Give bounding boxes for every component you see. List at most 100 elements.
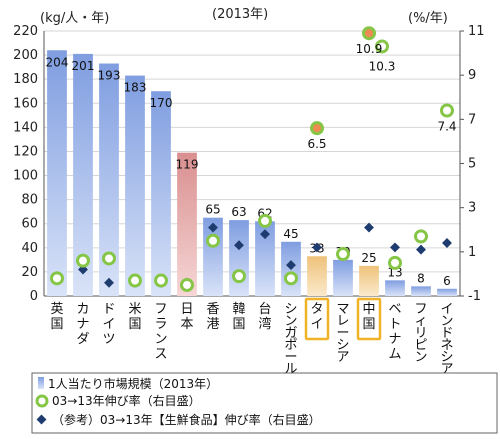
- bar: [255, 221, 275, 296]
- left-tick-label: 220: [13, 24, 38, 39]
- left-tick-label: 140: [13, 120, 38, 135]
- circle-point: [414, 229, 428, 244]
- category-label: 香港: [206, 302, 219, 332]
- category-label-group: 英国: [50, 302, 63, 332]
- category-label: ドイツ: [102, 302, 115, 347]
- left-tick-label: 80: [21, 193, 38, 208]
- circle-point: [206, 233, 220, 248]
- category-label-group: マレーシア: [336, 302, 349, 365]
- category-label: フランス: [154, 302, 167, 362]
- bar: [229, 220, 249, 296]
- category-label: 台湾: [258, 302, 271, 332]
- left-tick-label: 200: [13, 48, 38, 63]
- bar-value-label: 193: [98, 69, 121, 83]
- bar: [359, 265, 379, 296]
- legend-bar-swatch: [38, 377, 44, 389]
- diamond-point: [312, 242, 322, 253]
- right-tick-label: 1: [468, 245, 476, 260]
- left-tick-label: 160: [13, 96, 38, 111]
- right-tick-label: 7: [468, 112, 476, 127]
- circle-point: [362, 26, 376, 41]
- rate-annotation: 7.4: [437, 120, 456, 134]
- category-labels: 英国カナダドイツ米国フランス日本香港韓国台湾シンガポールタイマレーシア中国ベトナ…: [50, 297, 454, 377]
- bar: [73, 53, 93, 296]
- category-label-group: シンガポール: [284, 302, 297, 377]
- bar: [385, 280, 405, 296]
- circle-point: [258, 213, 272, 228]
- right-axis-unit: (%/年): [408, 11, 448, 26]
- category-label-group: インドネシア: [440, 302, 453, 377]
- circle-point: [180, 277, 194, 292]
- bar-value-label: 13: [387, 265, 402, 279]
- bar-value-label: 8: [417, 271, 425, 285]
- legend-circle-label: 03→13年伸び率（右目盛）: [52, 393, 201, 408]
- category-label: 米国: [128, 302, 141, 332]
- highlight-box: [356, 297, 382, 341]
- circle-point: [102, 251, 116, 266]
- circle-point: [388, 255, 402, 270]
- diamond-point: [208, 222, 218, 233]
- legend: 1人当たり市場規模（2013年） 03→13年伸び率（右目盛） （参考）03→1…: [31, 372, 498, 434]
- category-label-group: 中国: [356, 297, 382, 341]
- bar-value-label: 6: [443, 274, 451, 288]
- right-tick-label: -1: [468, 289, 481, 304]
- circle-point: [284, 271, 298, 286]
- category-label: カナダ: [76, 302, 89, 347]
- legend-diamond-label: （参考）03→13年【生鮮食品】伸び率（右目盛）: [52, 412, 321, 427]
- diamond-point: [390, 242, 400, 253]
- category-label-group: 台湾: [258, 302, 271, 332]
- circle-point: [76, 253, 90, 268]
- legend-circle-swatch: [35, 394, 49, 408]
- category-label-group: フィリピン: [414, 302, 427, 365]
- diamond-point: [234, 240, 244, 251]
- diamond-point: [260, 229, 270, 240]
- right-tick-label: 11: [468, 24, 485, 39]
- circle-point: [310, 121, 324, 136]
- circle-point: [50, 271, 64, 286]
- bar-value-label: 65: [205, 203, 220, 217]
- bar-value-label: 119: [176, 158, 199, 172]
- category-label: フィリピン: [414, 302, 427, 365]
- circle-point: [232, 269, 246, 284]
- bar-value-label: 183: [124, 81, 147, 95]
- category-label: 中国: [362, 302, 375, 332]
- diamond-point: [416, 244, 426, 255]
- rate-annotation: 10.9: [356, 42, 383, 56]
- bar-value-label: 170: [150, 96, 173, 110]
- category-label: 英国: [50, 302, 63, 332]
- category-label-group: フランス: [154, 302, 167, 362]
- bar: [47, 50, 67, 296]
- bar: [125, 75, 145, 297]
- left-tick-label: 0: [30, 289, 38, 304]
- left-tick-label: 40: [21, 241, 38, 256]
- category-label: 日本: [180, 302, 193, 332]
- circle-point: [375, 39, 389, 54]
- bar-value-label: 45: [283, 227, 298, 241]
- bar: [151, 91, 171, 297]
- left-tick-label: 120: [13, 144, 38, 159]
- category-label-group: ドイツ: [102, 302, 115, 347]
- highlight-box: [304, 297, 330, 341]
- circle-point: [440, 103, 454, 118]
- category-label: ベトナム: [388, 302, 401, 362]
- right-tick-label: 3: [468, 201, 476, 216]
- category-label-group: ベトナム: [388, 302, 401, 362]
- bar-value-label: 63: [231, 205, 246, 219]
- category-label: インドネシア: [440, 302, 453, 377]
- rate-annotation: 6.5: [307, 137, 326, 151]
- bar-value-label: 201: [72, 59, 95, 73]
- category-label: マレーシア: [336, 302, 349, 365]
- legend-bar-label: 1人当たり市場規模（2013年）: [48, 376, 218, 391]
- left-tick-label: 180: [13, 72, 38, 87]
- diamond-point: [286, 260, 296, 271]
- diamond-point: [364, 222, 374, 233]
- left-tick-label: 60: [21, 217, 38, 232]
- markers: 6.5 10.9 10.3 7.4: [50, 26, 457, 292]
- category-label-group: 米国: [128, 302, 141, 332]
- circle-point: [336, 247, 350, 262]
- diamond-point: [442, 238, 452, 248]
- left-tick-label: 100: [13, 169, 38, 184]
- bar: [411, 286, 431, 296]
- category-label-group: 日本: [180, 302, 193, 332]
